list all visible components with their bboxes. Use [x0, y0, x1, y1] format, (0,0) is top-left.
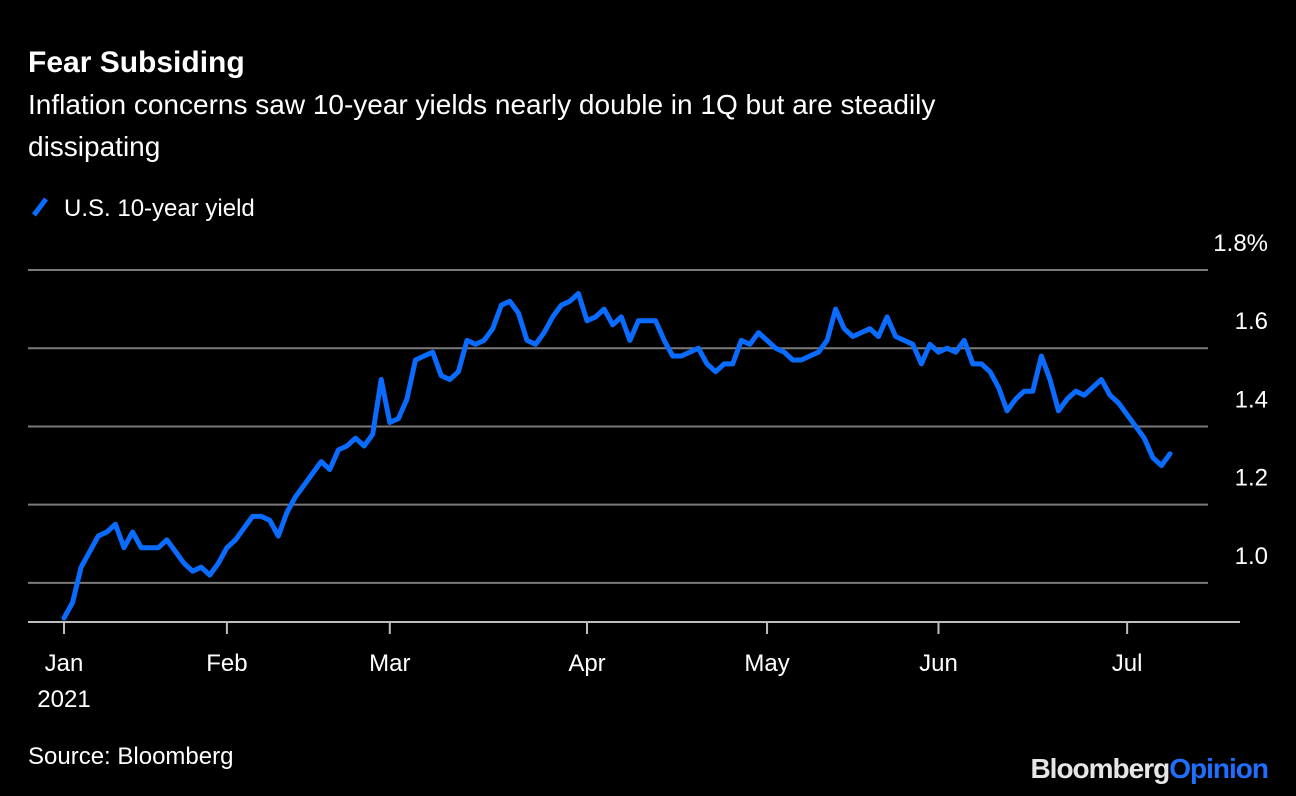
x-tick-label: Jul [1112, 650, 1143, 677]
x-tick-label: Feb [206, 650, 247, 677]
x-tick-label: Mar [369, 650, 410, 677]
chart-subtitle: Inflation concerns saw 10-year yields ne… [28, 89, 935, 120]
x-year-label: 2021 [37, 686, 90, 713]
x-tick-label: Jan [45, 650, 84, 677]
y-tick-label: 1.8% [1213, 230, 1268, 257]
legend-swatch [32, 197, 48, 217]
y-tick-label: 1.0 [1235, 543, 1268, 570]
line-series [61, 291, 1173, 621]
x-tick-label: Jun [919, 650, 958, 677]
x-tick-label: May [744, 650, 789, 677]
y-tick-label: 1.2 [1235, 465, 1268, 492]
logo-brand: Bloomberg [1030, 753, 1169, 784]
y-tick-label: 1.4 [1235, 386, 1268, 413]
logo-product: Opinion [1169, 753, 1268, 784]
source: Source: Bloomberg [28, 743, 233, 770]
chart-title: Fear Subsiding [28, 46, 245, 79]
chart-subtitle: dissipating [28, 131, 160, 162]
logo: BloombergOpinion [1030, 753, 1268, 784]
x-tick-label: Apr [568, 650, 605, 677]
y-tick-label: 1.6 [1235, 308, 1268, 335]
legend-label: U.S. 10-year yield [64, 195, 255, 222]
